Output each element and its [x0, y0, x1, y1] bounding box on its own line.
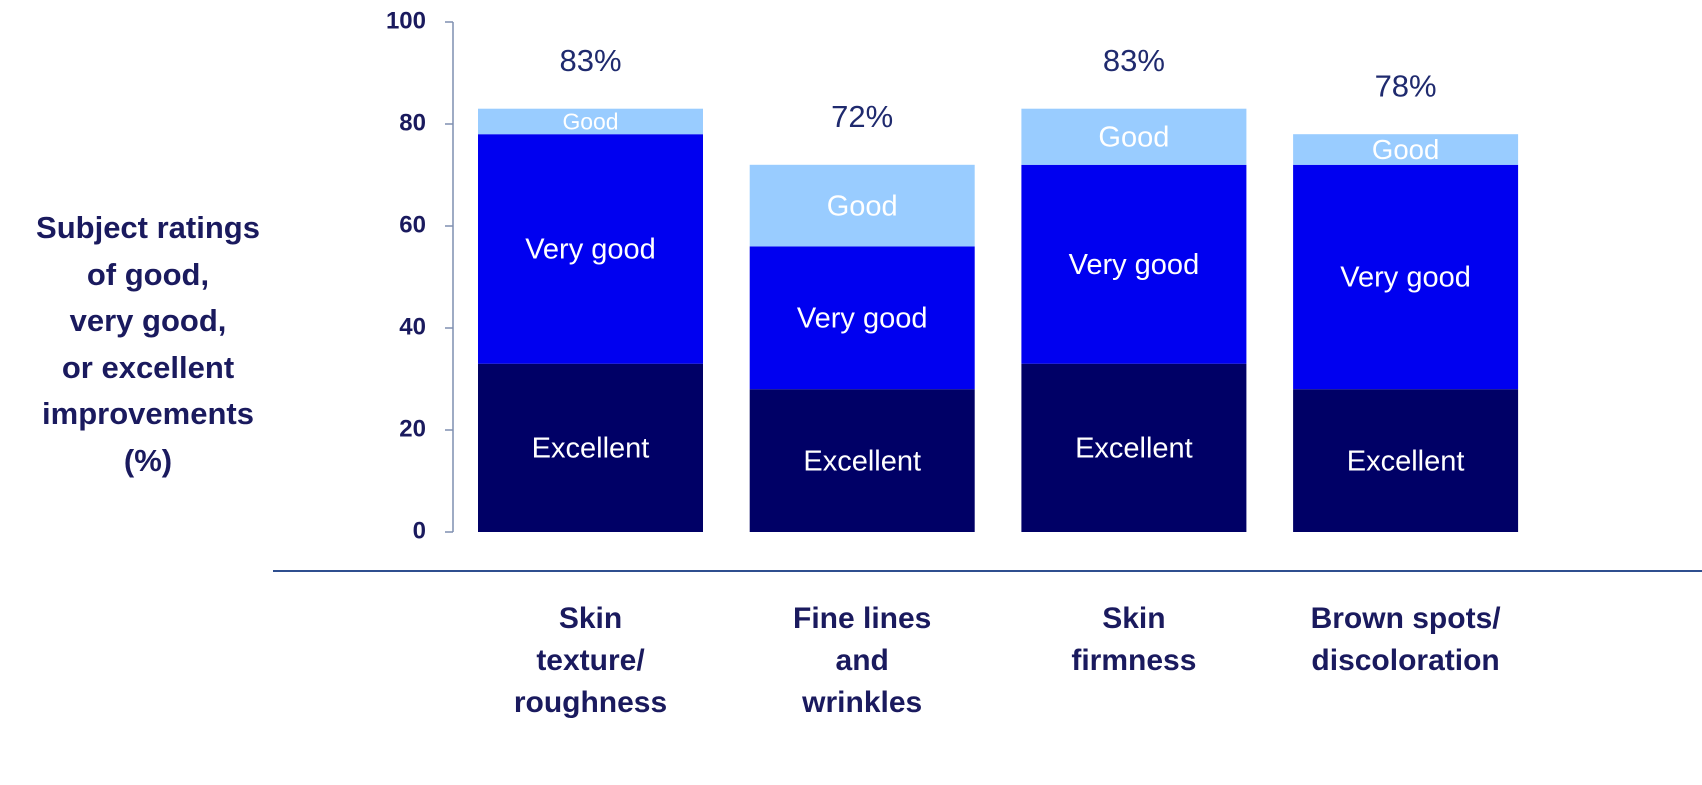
y-tick-label: 0	[413, 517, 426, 544]
segment-label: Very good	[1340, 262, 1471, 294]
x-tick-label: Skin texture/ roughness	[513, 602, 668, 719]
bar-segment	[749, 389, 975, 532]
total-label: 78%	[1375, 68, 1437, 103]
y-axis-label-line: Subject ratings	[36, 210, 260, 245]
y-axis-label-line: very good,	[69, 303, 227, 338]
total-label: 83%	[559, 43, 621, 78]
y-tick-label: 80	[399, 109, 426, 136]
total-label: 83%	[1103, 43, 1165, 78]
y-tick-label: 100	[386, 7, 426, 34]
bar-segment	[749, 246, 975, 390]
y-tick-label: 60	[399, 211, 426, 238]
y-tick-label: 20	[399, 415, 426, 442]
x-tick-label: Skin firmness	[1071, 602, 1197, 677]
y-tick-label: 40	[399, 313, 426, 340]
segment-label: Excellent	[1347, 445, 1465, 477]
segment-label: Very good	[797, 302, 928, 334]
bar-segment	[1021, 108, 1247, 165]
segment-label: Excellent	[803, 445, 921, 477]
segment-label: Very good	[525, 234, 656, 266]
segment-label: Good	[1372, 134, 1439, 165]
y-axis-label: Subject ratings of good, very good, or exce…	[0, 205, 296, 484]
y-axis-label-line: of good,	[86, 256, 210, 292]
bar-segment	[1021, 363, 1247, 532]
bar-segment	[1293, 389, 1519, 532]
segment-label: Excellent	[1075, 433, 1193, 465]
segment-label: Excellent	[532, 433, 650, 465]
segment-label: Good	[562, 109, 618, 135]
segment-label: Very good	[1069, 249, 1200, 281]
total-label: 72%	[831, 99, 893, 134]
y-axis-label-line: or excellent	[61, 349, 235, 385]
segment-label: Good	[1098, 121, 1169, 153]
bar-segment	[478, 363, 703, 532]
bar-segment	[478, 134, 703, 364]
bar-segment	[478, 108, 703, 135]
bar-segment	[749, 164, 975, 247]
bar-segment	[1293, 134, 1519, 165]
bar-segment	[1021, 164, 1247, 364]
y-axis-label-line: improvements	[42, 396, 254, 431]
segment-label: Good	[827, 190, 898, 222]
bar-segment	[1293, 164, 1519, 390]
y-axis-label-line: (%)	[123, 442, 173, 478]
x-tick-label: Fine lines and wrinkles	[793, 602, 932, 719]
x-tick-label: Brown spots/ discoloration	[1310, 602, 1501, 677]
